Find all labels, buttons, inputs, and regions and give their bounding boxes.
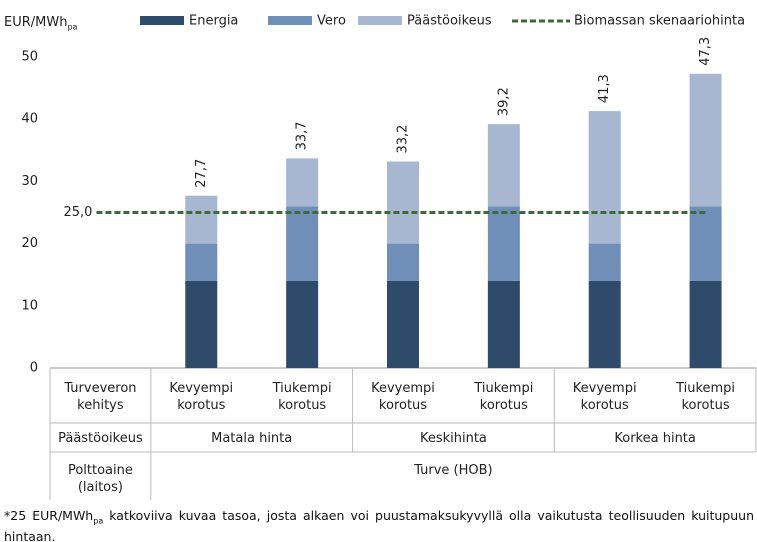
bar-segment	[286, 280, 319, 368]
bar-segment	[487, 280, 520, 368]
legend-swatch	[140, 16, 184, 25]
total-label: 27,7	[194, 159, 209, 188]
footnote: *25 EUR/MWhpa katkoviiva kuvaa tasoa, jo…	[4, 508, 754, 542]
footnote-prefix: *25 EUR/MWh	[4, 508, 94, 523]
bar-segment	[185, 243, 218, 281]
legend-label: Biomassan skenaariohinta	[574, 14, 745, 29]
reference-label: 25,0	[63, 205, 92, 220]
total-label: 33,7	[295, 121, 310, 150]
row-header: Turveveron kehitys	[64, 381, 137, 413]
y-tick-label: 10	[21, 298, 38, 313]
bar-segment	[689, 206, 722, 281]
y-label-sub: pa	[67, 22, 78, 32]
group-label: Keskihinta	[419, 431, 487, 446]
bar-segment	[588, 243, 621, 281]
legend-label: Päästöoikeus	[407, 14, 492, 29]
total-label: 47,3	[698, 37, 713, 66]
legend-label: Vero	[317, 14, 346, 29]
chart-svg: 0 10 20 30 40 50 27,7 33,7 33,2 39,2 41,3 47,3 25,0 E…	[21, 14, 757, 500]
y-tick-label: 0	[30, 361, 38, 376]
fuel-group-label: Turve (HOB)	[414, 463, 493, 478]
x-tick-label: Kevyempi korotus	[371, 381, 435, 413]
bar-segment	[185, 195, 218, 244]
legend-swatch	[268, 16, 312, 25]
footnote-text: katkoviiva kuvaa tasoa, josta alkaen voi…	[4, 508, 754, 542]
x-tick-label: Tiukempi korotus	[272, 381, 332, 413]
y-axis-label: EUR/MWhpa	[4, 14, 77, 36]
bar-segment	[387, 161, 419, 244]
row-header: Päästöoikeus	[58, 431, 143, 446]
row-header: Polttoaine (laitos)	[67, 463, 133, 495]
bar-segment	[588, 111, 621, 244]
bar-segment	[588, 280, 621, 368]
total-label: 33,2	[396, 125, 411, 154]
y-tick-label: 30	[21, 174, 38, 189]
group-label: Matala hinta	[211, 431, 293, 446]
bar-segment	[387, 243, 419, 281]
legend-swatch	[358, 16, 402, 25]
y-label-text: EUR/MWh	[4, 15, 68, 30]
bar-segment	[286, 158, 319, 207]
bar-segment	[487, 206, 520, 281]
total-label: 39,2	[496, 87, 511, 116]
bar-segment	[689, 280, 722, 368]
group-label: Korkea hinta	[614, 431, 696, 446]
bar-segment	[185, 280, 218, 368]
footnote-sub: pa	[93, 516, 104, 526]
total-label: 41,3	[597, 74, 612, 103]
bar-segment	[487, 124, 520, 207]
y-tick-label: 20	[21, 236, 38, 251]
x-tick-label: Tiukempi korotus	[676, 381, 736, 413]
bar-segment	[387, 280, 419, 368]
x-tick-label: Kevyempi korotus	[572, 381, 637, 413]
y-tick-label: 50	[21, 50, 38, 65]
x-tick-label: Kevyempi korotus	[169, 381, 234, 413]
bar-segment	[286, 206, 319, 281]
y-tick-label: 40	[21, 112, 38, 127]
legend-label: Energia	[189, 14, 238, 29]
bar-segment	[689, 73, 722, 207]
x-tick-label: Tiukempi korotus	[474, 381, 534, 413]
